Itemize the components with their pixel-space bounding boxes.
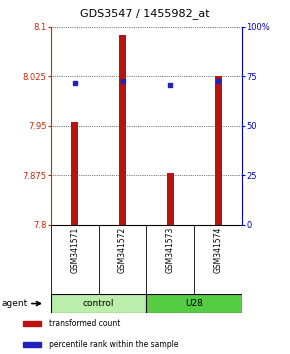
Text: U28: U28 [185,299,203,308]
Text: GSM341571: GSM341571 [70,227,79,273]
Text: GSM341573: GSM341573 [166,227,175,273]
Bar [23,321,41,326]
Text: control: control [83,299,114,308]
Bar [119,35,126,225]
Bar [51,294,146,313]
Text: GDS3547 / 1455982_at: GDS3547 / 1455982_at [80,8,210,19]
Text: agent: agent [1,299,28,308]
Bar [215,76,222,225]
Text: percentile rank within the sample: percentile rank within the sample [49,340,179,349]
Bar [71,122,78,225]
Bar [146,294,242,313]
Bar [167,173,174,225]
Text: transformed count: transformed count [49,319,121,328]
Text: GSM341574: GSM341574 [214,227,223,273]
Bar [23,342,41,347]
Text: GSM341572: GSM341572 [118,227,127,273]
